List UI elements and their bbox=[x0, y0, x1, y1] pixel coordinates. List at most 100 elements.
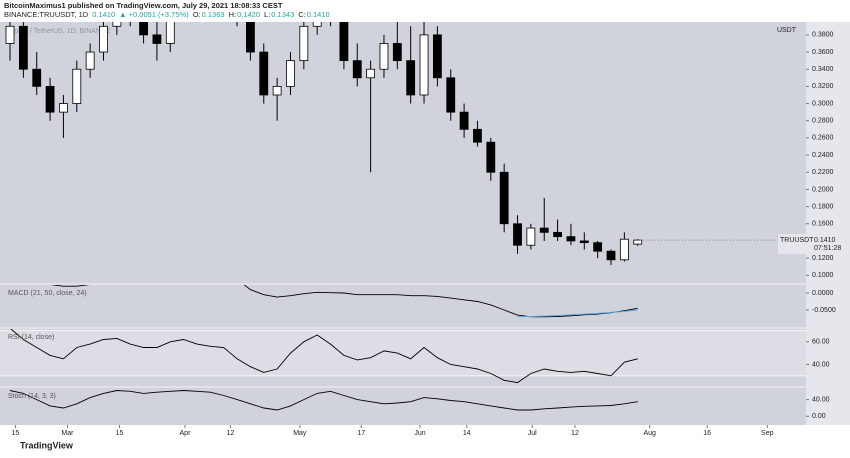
header-text: O: bbox=[193, 10, 201, 19]
pane bbox=[9, 390, 638, 411]
candle-body bbox=[619, 238, 629, 261]
header-text: L: bbox=[264, 10, 270, 19]
candle-body bbox=[473, 128, 482, 143]
x-tick-label: 17 bbox=[357, 430, 365, 437]
x-tick-label: 12 bbox=[571, 430, 579, 437]
candle-body bbox=[366, 68, 376, 79]
x-tick-label: 12 bbox=[226, 430, 234, 437]
candle-body bbox=[566, 236, 576, 242]
candle-body bbox=[513, 223, 522, 246]
candle-body bbox=[85, 51, 95, 70]
header-text: 0.1363 bbox=[202, 10, 225, 19]
price-axis bbox=[806, 22, 850, 425]
x-tick-label: 14 bbox=[463, 430, 471, 437]
candle-body bbox=[259, 51, 269, 96]
footer-logo: TradingView bbox=[20, 440, 74, 450]
price-unit: USDT bbox=[777, 27, 797, 34]
y-tick-label: 0.2600 bbox=[812, 135, 834, 142]
pane-label: RSI (14, close) bbox=[8, 334, 54, 341]
x-tick-label: Jul bbox=[528, 430, 537, 437]
header-text: H: bbox=[229, 10, 237, 19]
candle-body bbox=[392, 43, 402, 62]
published-line: BitcoinMaximus1 published on TradingView… bbox=[4, 1, 283, 10]
y-tick-label: 40.00 bbox=[812, 396, 830, 403]
pane-label: MACD (21, 50, close, 24) bbox=[8, 290, 87, 297]
price-tag-countdown: 07:51:28 bbox=[814, 245, 841, 252]
chart-title: TrueFi / TetherUS, 1D, BINANCE bbox=[8, 28, 111, 35]
candle-body bbox=[152, 34, 162, 44]
x-tick-label: Jun bbox=[414, 430, 425, 437]
candle-body bbox=[606, 250, 616, 261]
candle-body bbox=[246, 22, 255, 53]
candle-body bbox=[459, 111, 469, 130]
candle-body bbox=[446, 77, 456, 113]
indicator-line bbox=[517, 309, 638, 318]
y-tick-label: 0.2400 bbox=[812, 152, 834, 159]
candle-body bbox=[499, 171, 509, 225]
header-text: 0.1410 bbox=[92, 10, 115, 19]
header-text: 0.1410 bbox=[307, 10, 330, 19]
candle-body bbox=[45, 85, 55, 113]
candle-body bbox=[486, 141, 496, 173]
candle-body bbox=[18, 25, 28, 70]
header-text: ▲ +0.0051 (+3.75%) bbox=[119, 10, 189, 19]
x-tick-label: Sep bbox=[761, 430, 774, 437]
y-tick-label: 0.3000 bbox=[812, 100, 834, 107]
y-tick-label: 0.2000 bbox=[812, 186, 834, 193]
candle-body bbox=[593, 242, 603, 252]
header-text: 0.1420 bbox=[237, 10, 260, 19]
candle-body bbox=[72, 68, 82, 104]
candle-body bbox=[339, 22, 349, 62]
candle-body bbox=[59, 103, 68, 113]
y-tick-label: 0.1800 bbox=[812, 203, 834, 210]
y-tick-label: -0.0500 bbox=[812, 307, 836, 314]
candle-body bbox=[379, 43, 389, 70]
candle-body bbox=[286, 60, 295, 87]
rsi-band bbox=[0, 330, 806, 376]
candle-body bbox=[312, 22, 322, 27]
y-tick-label: 40.00 bbox=[812, 361, 830, 368]
y-tick-label: 0.3400 bbox=[812, 66, 834, 73]
candle-body bbox=[5, 25, 15, 44]
y-tick-label: 0.0000 bbox=[812, 290, 834, 297]
x-tick-label: 15 bbox=[116, 430, 124, 437]
x-tick-label: Aug bbox=[644, 430, 657, 437]
y-tick-label: 0.3600 bbox=[812, 49, 834, 56]
price-tag-symbol: TRUUSDT bbox=[780, 237, 814, 244]
candle-body bbox=[272, 85, 282, 96]
candle-body bbox=[352, 60, 362, 79]
y-tick-label: 0.3800 bbox=[812, 32, 834, 39]
pane bbox=[5, 22, 643, 265]
pane bbox=[50, 285, 638, 318]
price-tag-bg bbox=[778, 234, 850, 255]
candle-body bbox=[553, 231, 562, 238]
candle-body bbox=[526, 227, 536, 246]
header-text: 0.1343 bbox=[271, 10, 294, 19]
x-tick-label: May bbox=[293, 430, 307, 437]
candle-body bbox=[539, 227, 549, 233]
x-tick-label: 15 bbox=[11, 430, 19, 437]
x-tick-label: Mar bbox=[61, 430, 74, 437]
header-text: BINANCE:TRUUSDT, 1D bbox=[4, 10, 89, 19]
price-tag-price: 0.1410 bbox=[814, 237, 836, 244]
candle-body bbox=[432, 34, 442, 79]
pane-label: Stoch (14, 3, 3) bbox=[8, 393, 56, 400]
candle-body bbox=[406, 60, 416, 96]
pane bbox=[0, 329, 806, 384]
candle-body bbox=[32, 68, 42, 87]
y-tick-label: 0.00 bbox=[812, 413, 826, 420]
candle-body bbox=[633, 239, 643, 245]
x-tick-label: 16 bbox=[703, 430, 711, 437]
header-text: C: bbox=[298, 10, 306, 19]
y-tick-label: 0.2800 bbox=[812, 118, 834, 125]
indicator-line bbox=[9, 390, 638, 411]
y-tick-label: 0.1000 bbox=[812, 272, 834, 279]
x-tick-label: Apr bbox=[180, 430, 192, 437]
y-tick-label: 0.1600 bbox=[812, 221, 834, 228]
y-tick-label: 0.2200 bbox=[812, 169, 834, 176]
candle-body bbox=[112, 22, 122, 27]
y-tick-label: 60.00 bbox=[812, 339, 830, 346]
y-tick-label: 0.3200 bbox=[812, 83, 834, 90]
candle-body bbox=[139, 22, 148, 36]
